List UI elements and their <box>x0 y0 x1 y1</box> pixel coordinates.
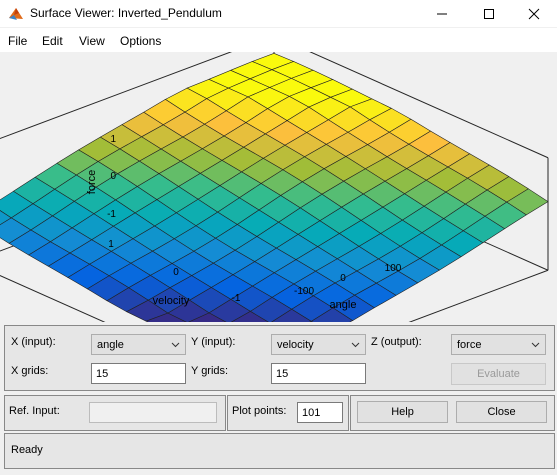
ref-input-label: Ref. Input: <box>9 405 60 417</box>
axis-back-top <box>0 35 275 140</box>
close-button[interactable]: Close <box>456 401 547 423</box>
minimize-icon <box>437 13 447 14</box>
menu-options[interactable]: Options <box>120 34 162 48</box>
x-input-label: X (input): <box>11 336 56 348</box>
surface-mesh <box>0 52 549 368</box>
maximize-button[interactable] <box>466 0 512 27</box>
menu-edit[interactable]: Edit <box>42 34 63 48</box>
help-button[interactable]: Help <box>357 401 448 423</box>
y-tick-0: 0 <box>173 267 179 278</box>
plot-points-panel: Plot points: 101 <box>227 395 349 431</box>
y-grids-field[interactable]: 15 <box>271 363 366 384</box>
matlab-icon <box>9 8 23 20</box>
y-grids-label: Y grids: <box>191 365 229 377</box>
x-input-dropdown[interactable]: angle <box>91 334 186 355</box>
x-axis-label: angle <box>330 299 357 311</box>
x-grids-field[interactable]: 15 <box>91 363 186 384</box>
menu-file[interactable]: File <box>8 34 28 48</box>
y-axis-label: velocity <box>153 295 190 307</box>
z-output-label: Z (output): <box>371 336 422 348</box>
surface-plot[interactable]: force velocity angle 1 0 -1 1 0 -1 -100 … <box>0 35 557 385</box>
z-tick-neg1: -1 <box>107 209 116 220</box>
axis-back-top <box>273 35 549 159</box>
maximize-icon <box>484 8 494 19</box>
menu-bar: File Edit View Options <box>0 28 557 52</box>
x-tick-neg100: -100 <box>294 286 314 297</box>
y-input-value: velocity <box>277 339 314 351</box>
y-input-dropdown[interactable]: velocity <box>271 334 366 355</box>
z-tick-1: 1 <box>110 134 116 145</box>
window-title: Surface Viewer: Inverted_Pendulum <box>30 6 222 20</box>
close-window-button[interactable] <box>511 0 557 27</box>
y-tick-neg1: -1 <box>232 293 241 304</box>
close-icon <box>528 8 540 19</box>
minimize-button[interactable] <box>419 0 465 27</box>
x-tick-100: 100 <box>385 263 402 274</box>
evaluate-button[interactable]: Evaluate <box>451 363 546 385</box>
chevron-down-icon <box>351 342 360 348</box>
z-tick-0: 0 <box>110 171 116 182</box>
surface-plot-area[interactable]: force velocity angle 1 0 -1 1 0 -1 -100 … <box>0 35 557 385</box>
chevron-down-icon <box>531 342 540 348</box>
z-axis-label: force <box>86 170 98 194</box>
action-buttons-panel: Help Close <box>350 395 555 431</box>
y-input-label: Y (input): <box>191 336 236 348</box>
menu-view[interactable]: View <box>79 34 105 48</box>
x-input-value: angle <box>97 339 124 351</box>
y-tick-1: 1 <box>108 239 114 250</box>
x-tick-0: 0 <box>340 273 346 284</box>
z-output-value: force <box>457 339 482 351</box>
ref-input-field[interactable] <box>89 402 217 423</box>
axes-selection-panel: X (input): angle Y (input): velocity Z (… <box>4 325 555 391</box>
status-bar: Ready <box>4 433 555 469</box>
z-output-dropdown[interactable]: force <box>451 334 546 355</box>
plot-points-field[interactable]: 101 <box>297 402 343 423</box>
chevron-down-icon <box>171 342 180 348</box>
status-text: Ready <box>11 444 43 456</box>
plot-points-label: Plot points: <box>232 405 287 417</box>
x-grids-label: X grids: <box>11 365 49 377</box>
title-bar: Surface Viewer: Inverted_Pendulum <box>0 0 557 27</box>
ref-input-panel: Ref. Input: <box>4 395 226 431</box>
